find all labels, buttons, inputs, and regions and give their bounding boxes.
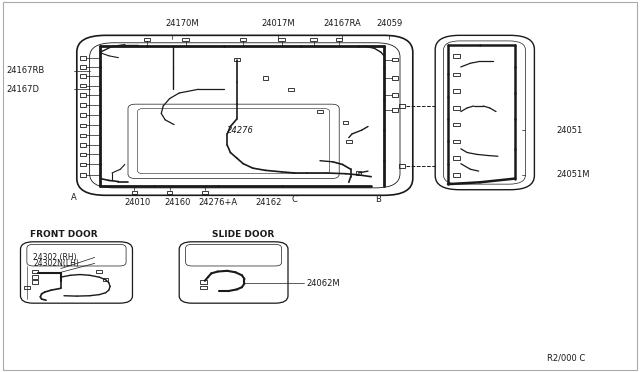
Bar bbox=[80, 65, 86, 69]
Bar bbox=[200, 286, 207, 289]
Text: 24059: 24059 bbox=[376, 19, 403, 28]
Bar bbox=[453, 156, 460, 160]
Bar bbox=[453, 173, 460, 177]
Bar bbox=[392, 108, 398, 112]
Text: 24170M: 24170M bbox=[166, 19, 199, 28]
Bar bbox=[453, 54, 460, 58]
Bar bbox=[144, 38, 150, 41]
Bar bbox=[310, 38, 317, 41]
Bar bbox=[343, 121, 349, 124]
Bar bbox=[399, 164, 405, 168]
Bar bbox=[182, 38, 189, 41]
Bar bbox=[336, 38, 342, 41]
Text: A: A bbox=[71, 193, 76, 202]
Bar bbox=[453, 89, 460, 93]
Bar bbox=[262, 77, 269, 80]
Bar bbox=[392, 58, 398, 61]
Bar bbox=[80, 84, 86, 87]
Bar bbox=[234, 58, 240, 61]
Text: 24276: 24276 bbox=[227, 126, 254, 135]
Text: 24051M: 24051M bbox=[557, 170, 590, 179]
Bar bbox=[80, 56, 86, 60]
Bar bbox=[32, 270, 38, 273]
Text: 24167RB: 24167RB bbox=[6, 66, 45, 75]
Bar bbox=[453, 123, 460, 126]
Bar bbox=[288, 87, 294, 91]
Text: 24010: 24010 bbox=[124, 198, 151, 207]
Bar bbox=[24, 286, 30, 289]
Bar bbox=[32, 280, 38, 284]
Text: 24162: 24162 bbox=[255, 198, 282, 207]
Bar bbox=[278, 38, 285, 41]
Text: 24017M: 24017M bbox=[262, 19, 295, 28]
Text: 24276+A: 24276+A bbox=[198, 198, 237, 207]
Bar bbox=[453, 106, 460, 110]
Bar bbox=[356, 171, 362, 174]
Text: 24167D: 24167D bbox=[6, 85, 40, 94]
Bar bbox=[80, 113, 86, 117]
Bar bbox=[32, 275, 38, 279]
Bar bbox=[80, 173, 86, 177]
Bar bbox=[80, 153, 86, 156]
Bar bbox=[80, 134, 86, 137]
Bar bbox=[453, 73, 460, 76]
Bar bbox=[202, 191, 207, 194]
Text: 24302N(LH): 24302N(LH) bbox=[33, 259, 79, 268]
Bar bbox=[317, 110, 323, 113]
Bar bbox=[453, 140, 460, 143]
Bar bbox=[80, 143, 86, 147]
Bar bbox=[96, 270, 102, 273]
Text: 24160: 24160 bbox=[164, 198, 191, 207]
Text: FRONT DOOR: FRONT DOOR bbox=[30, 230, 98, 239]
Bar bbox=[80, 103, 86, 107]
Bar bbox=[80, 163, 86, 166]
Text: 24167RA: 24167RA bbox=[324, 19, 361, 28]
Bar bbox=[240, 38, 246, 41]
Text: B: B bbox=[374, 195, 381, 204]
Bar bbox=[392, 93, 398, 97]
Bar bbox=[346, 140, 352, 143]
Bar bbox=[80, 124, 86, 127]
Text: 24062M: 24062M bbox=[306, 279, 340, 288]
Text: SLIDE DOOR: SLIDE DOOR bbox=[212, 230, 275, 239]
Bar bbox=[80, 74, 86, 78]
Bar bbox=[102, 278, 109, 282]
Bar bbox=[166, 191, 173, 194]
Bar bbox=[399, 104, 405, 108]
Text: C: C bbox=[291, 195, 298, 204]
Bar bbox=[392, 76, 398, 80]
Text: 24051: 24051 bbox=[557, 126, 583, 135]
Bar bbox=[200, 280, 207, 284]
Text: 24302 (RH): 24302 (RH) bbox=[33, 253, 77, 262]
Bar bbox=[132, 191, 137, 194]
Text: R2/000 C: R2/000 C bbox=[547, 353, 586, 362]
Bar bbox=[80, 93, 86, 97]
